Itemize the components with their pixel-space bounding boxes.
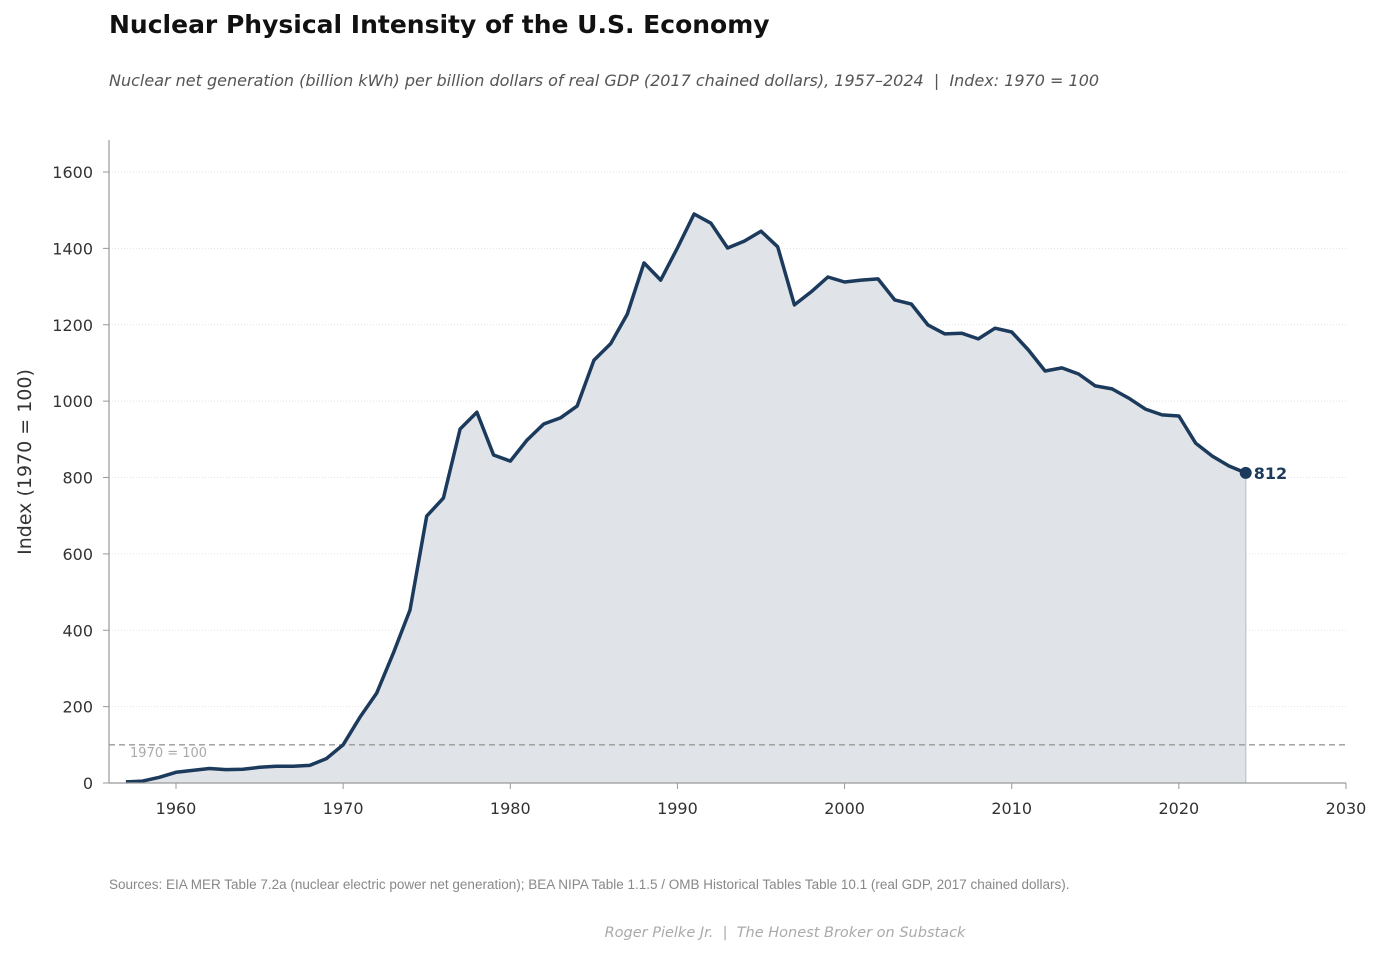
y-tick-label: 600 xyxy=(62,545,93,564)
x-tick-label: 2020 xyxy=(1158,799,1199,818)
y-tick-label: 800 xyxy=(62,469,93,488)
y-tick-label: 1400 xyxy=(52,239,93,258)
x-tick-label: 2000 xyxy=(824,799,865,818)
x-tick-label: 1980 xyxy=(490,799,531,818)
y-tick-label: 1600 xyxy=(52,163,93,182)
sources-note: Sources: EIA MER Table 7.2a (nuclear ele… xyxy=(109,877,1070,892)
end-point xyxy=(1239,466,1252,479)
series-line xyxy=(125,212,1247,784)
end-label: 812 xyxy=(1254,464,1287,483)
x-tick-label: 1960 xyxy=(156,799,197,818)
reference-line-label: 1970 = 100 xyxy=(130,746,207,761)
y-axis-label: Index (1970 = 100) xyxy=(14,369,36,555)
x-tick-label: 1970 xyxy=(323,799,364,818)
y-tick-label: 400 xyxy=(62,621,93,640)
y-tick-label: 1000 xyxy=(52,392,93,411)
y-tick-label: 200 xyxy=(62,698,93,717)
credit-line: Roger Pielke Jr. | The Honest Broker on … xyxy=(604,925,966,941)
x-tick-label: 1990 xyxy=(657,799,698,818)
y-tick-label: 1200 xyxy=(52,316,93,335)
x-tick-label: 2010 xyxy=(991,799,1032,818)
x-tick-label: 2030 xyxy=(1326,799,1367,818)
chart-subtitle: Nuclear net generation (billion kWh) per… xyxy=(109,71,1100,90)
y-tick-label: 0 xyxy=(83,774,93,793)
chart-title: Nuclear Physical Intensity of the U.S. E… xyxy=(109,10,770,39)
area-fill xyxy=(125,214,1246,783)
